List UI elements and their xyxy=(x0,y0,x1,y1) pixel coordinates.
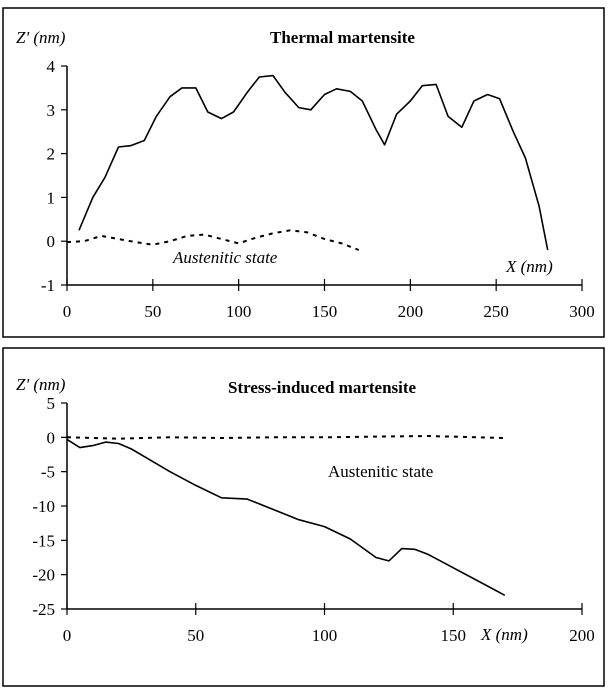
chart-1-y-tick-label: 3 xyxy=(47,101,56,120)
chart-2-title: Stress-induced martensite xyxy=(228,378,417,397)
chart-2-series-1-line xyxy=(66,438,506,597)
chart-2-x-tick-label: 50 xyxy=(187,626,204,645)
chart-1-annotation: Austenitic state xyxy=(172,248,278,267)
chart-2-xlabel: X (nm) xyxy=(480,625,528,644)
chart-2-x-tick-label: 0 xyxy=(63,626,72,645)
top-chart-frame xyxy=(2,7,605,338)
chart-2-y-tick-label: 5 xyxy=(47,394,56,413)
chart-2-x-tick-label: 100 xyxy=(312,626,338,645)
chart-1-x-tick-label: 50 xyxy=(144,302,161,321)
chart-2-y-tick-label: 0 xyxy=(47,428,56,447)
chart-2-y-tick-label: -25 xyxy=(32,600,55,619)
chart-1-x-tick-label: 150 xyxy=(312,302,338,321)
chart-1-x-tick-label: 0 xyxy=(63,302,72,321)
chart-1-title: Thermal martensite xyxy=(270,28,415,47)
chart-2-x-tick-label: 150 xyxy=(441,626,467,645)
chart-2-ylabel: Z' (nm) xyxy=(16,375,66,394)
chart-2-plot: 50-5-10-15-20-250 50 100 150 200 xyxy=(32,394,594,645)
chart-1-x-tick-label: 250 xyxy=(483,302,509,321)
chart-2-y-tick-label: -20 xyxy=(32,566,55,585)
chart-2-y-tick-label: -5 xyxy=(41,463,55,482)
chart-1-y-tick-label: -1 xyxy=(41,276,55,295)
bottom-chart-frame xyxy=(2,347,605,687)
chart-1-xlabel: X (nm) xyxy=(505,257,553,276)
chart-2-y-tick-label: -15 xyxy=(32,531,55,550)
chart-1-y-tick-label: 1 xyxy=(47,188,56,207)
chart-1-ylabel: Z' (nm) xyxy=(16,28,66,47)
chart-1-plot: -1 0 1 2 3 4 0 50 100 150 200 250 300 xyxy=(41,57,595,321)
chart-1-x-tick-label: 200 xyxy=(398,302,424,321)
chart-2-x-tick-label: 200 xyxy=(569,626,595,645)
chart-1-y-tick-label: 4 xyxy=(47,57,56,76)
chart-1-x-tick-label: 300 xyxy=(569,302,595,321)
chart-1-series-1-line xyxy=(78,74,549,251)
chart-1-y-tick-label: 2 xyxy=(47,145,56,164)
chart-2-series-2-line xyxy=(66,435,505,440)
chart-1-x-tick-label: 100 xyxy=(226,302,252,321)
chart-2-y-tick-label: -10 xyxy=(32,497,55,516)
chart-1-y-tick-label: 0 xyxy=(47,232,56,251)
chart-2-annotation: Austenitic state xyxy=(328,462,433,481)
